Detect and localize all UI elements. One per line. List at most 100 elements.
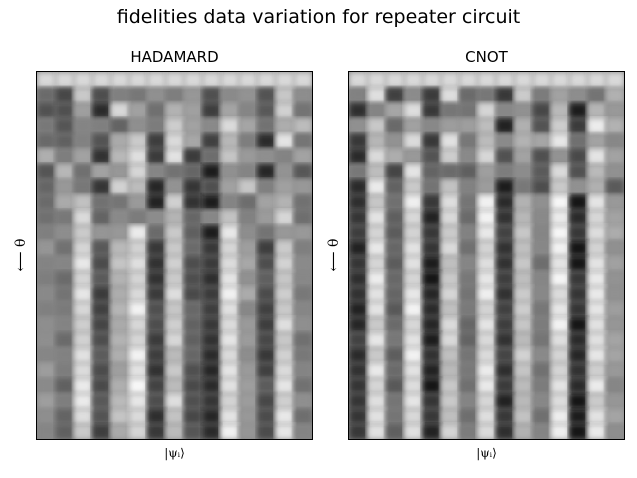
- heatmap-cell: [238, 408, 258, 425]
- heatmap-cell: [349, 286, 368, 302]
- heatmap-cell: [73, 423, 93, 439]
- heatmap-cell: [385, 377, 405, 394]
- heatmap-cell: [550, 163, 570, 180]
- heatmap-cell: [495, 393, 515, 410]
- heatmap-cell: [532, 331, 552, 348]
- heatmap-cell: [220, 240, 240, 257]
- heatmap-cell: [128, 224, 148, 241]
- heatmap-cell: [55, 286, 75, 302]
- heatmap-cell: [569, 301, 588, 318]
- heatmap-cell: [55, 377, 75, 394]
- heatmap-cell: [477, 286, 497, 302]
- heatmap-cell: [367, 393, 387, 410]
- heatmap-cell: [92, 331, 111, 348]
- heatmap-cell: [110, 209, 130, 226]
- heatmap-cell: [550, 102, 570, 119]
- heatmap-cell: [275, 270, 295, 287]
- heatmap-cell: [128, 102, 148, 119]
- heatmap-cell: [293, 331, 312, 348]
- heatmap-cell: [495, 408, 515, 425]
- heatmap-cell: [183, 72, 203, 88]
- heatmap-cell: [257, 393, 276, 410]
- heatmap-cell: [495, 133, 515, 150]
- heatmap-cell: [477, 209, 497, 226]
- heatmap-cell: [605, 163, 624, 180]
- heatmap-cell: [605, 102, 624, 119]
- heatmap-cell: [550, 316, 570, 333]
- heatmap-cell: [238, 133, 258, 150]
- heatmap-cell: [404, 194, 423, 211]
- heatmap-cell: [92, 423, 111, 439]
- heatmap-cell: [92, 72, 111, 88]
- heatmap-cell: [605, 408, 624, 425]
- heatmap-cell: [385, 148, 405, 165]
- heatmap-cell: [459, 148, 478, 165]
- heatmap-cell: [275, 316, 295, 333]
- heatmap-cell: [459, 240, 478, 257]
- heatmap-cell: [128, 331, 148, 348]
- heatmap-cell: [422, 72, 442, 88]
- heatmap-cell: [257, 179, 276, 195]
- heatmap-cell: [587, 347, 607, 364]
- heatmap-cell: [569, 377, 588, 394]
- heatmap-cell: [514, 377, 533, 394]
- heatmap-cell: [605, 301, 624, 318]
- heatmap-cell: [128, 72, 148, 88]
- heatmap-cell: [275, 408, 295, 425]
- heatmap-cell: [605, 194, 624, 211]
- heatmap-cell: [349, 72, 368, 88]
- heatmap-cell: [92, 240, 111, 257]
- heatmap-cell: [128, 148, 148, 165]
- heatmap-cell: [569, 163, 588, 180]
- heatmap-cell: [477, 133, 497, 150]
- heatmap-cell: [37, 377, 56, 394]
- heatmap-cell: [202, 316, 221, 333]
- heatmap-cell: [202, 393, 221, 410]
- heatmap-cell: [605, 87, 624, 104]
- heatmap-cell: [477, 87, 497, 104]
- heatmap-cell: [569, 148, 588, 165]
- heatmap-cell: [147, 393, 166, 410]
- heatmap-cell: [275, 72, 295, 88]
- heatmap-cell: [349, 316, 368, 333]
- heatmap-cell: [202, 148, 221, 165]
- heatmap-cell: [422, 87, 442, 104]
- heatmap-cell: [238, 286, 258, 302]
- heatmap-hadamard: [36, 71, 313, 440]
- heatmap-cell: [459, 286, 478, 302]
- heatmap-cell: [128, 163, 148, 180]
- heatmap-cell: [293, 377, 312, 394]
- heatmap-cell: [605, 316, 624, 333]
- heatmap-cell: [238, 362, 258, 379]
- heatmap-cell: [202, 224, 221, 241]
- heatmap-cell: [477, 393, 497, 410]
- heatmap-cell: [220, 163, 240, 180]
- heatmap-cell: [165, 347, 185, 364]
- heatmap-cell: [220, 423, 240, 439]
- heatmap-cell: [349, 377, 368, 394]
- heatmap-cell: [37, 72, 56, 88]
- heatmap-cell: [514, 102, 533, 119]
- heatmap-cell: [293, 255, 312, 272]
- heatmap-cell: [569, 423, 588, 439]
- heatmap-cell: [257, 347, 276, 364]
- heatmap-cell: [569, 240, 588, 257]
- heatmap-cell: [92, 209, 111, 226]
- heatmap-cell: [165, 331, 185, 348]
- heatmap-cell: [367, 117, 387, 134]
- heatmap-cell: [220, 270, 240, 287]
- heatmap-cell: [220, 286, 240, 302]
- heatmap-cell: [147, 286, 166, 302]
- heatmap-cell: [92, 117, 111, 134]
- heatmap-cell: [220, 179, 240, 195]
- panel-title-cnot: CNOT: [465, 48, 508, 66]
- heatmap-cell: [532, 102, 552, 119]
- heatmap-cell: [495, 72, 515, 88]
- heatmap-cell: [110, 301, 130, 318]
- heatmap-cell: [440, 423, 460, 439]
- heatmap-cell: [92, 377, 111, 394]
- heatmap-cell: [238, 87, 258, 104]
- heatmap-cell: [349, 148, 368, 165]
- heatmap-cell: [293, 347, 312, 364]
- heatmap-cell: [275, 148, 295, 165]
